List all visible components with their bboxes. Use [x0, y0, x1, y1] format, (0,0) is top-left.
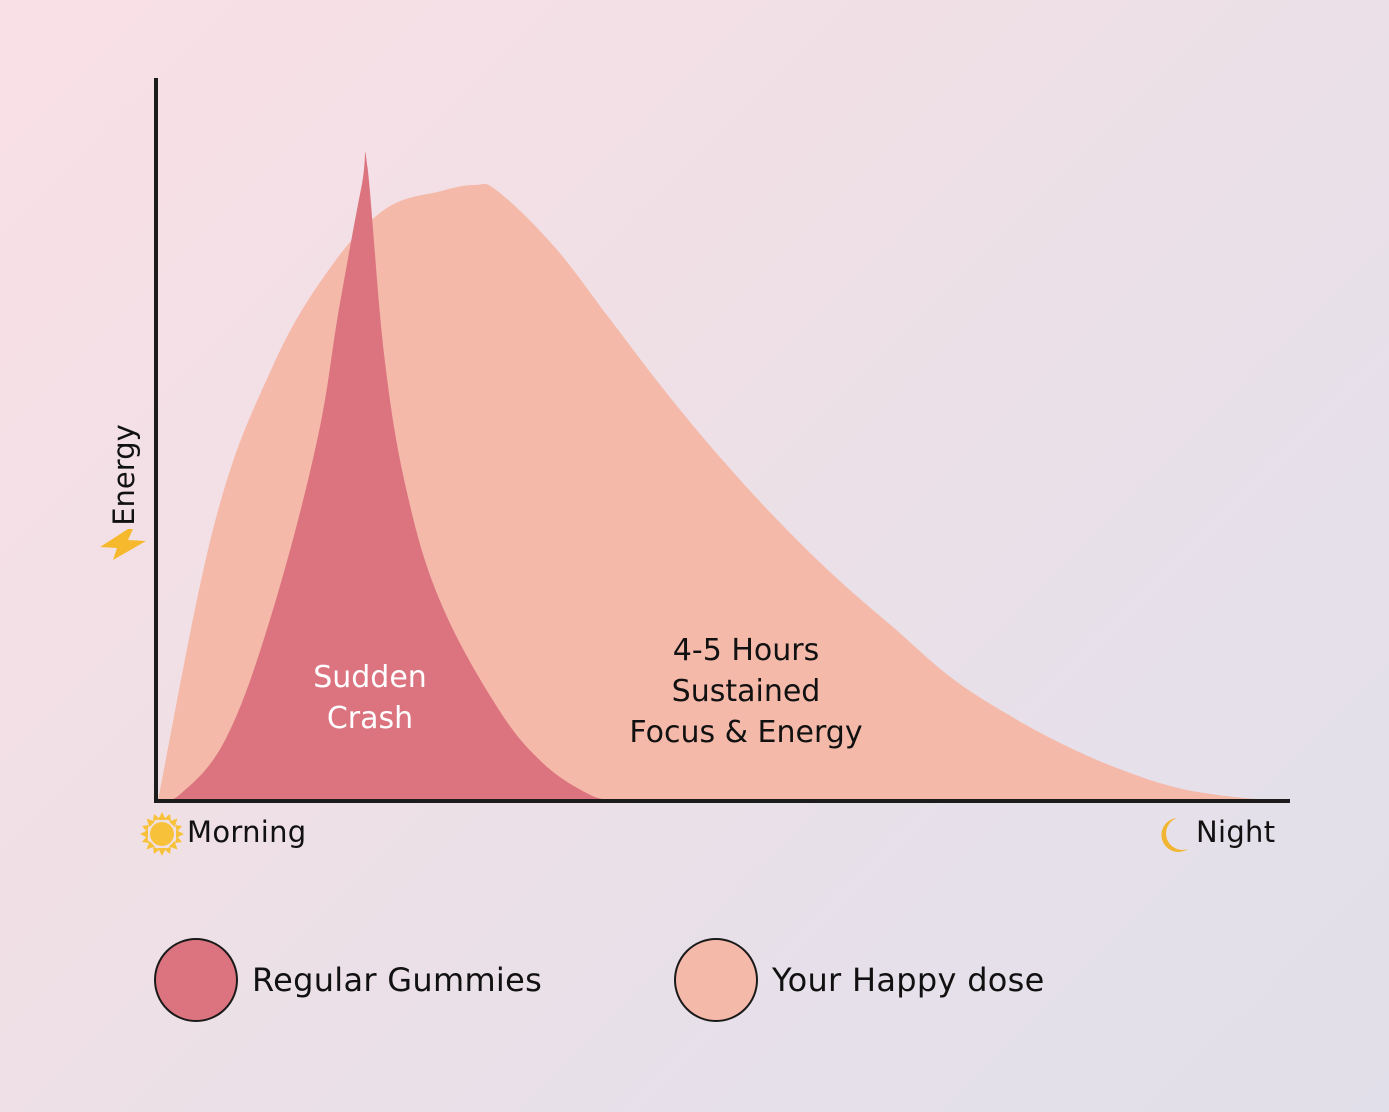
lightning-bolt-icon [100, 529, 146, 560]
regular-gummies-area [158, 151, 611, 801]
sun-icon [140, 812, 184, 856]
legend-swatch-regular-gummies [154, 938, 238, 1022]
x-axis-end-label: Night [1196, 815, 1276, 849]
y-axis-label: Energy [94, 415, 154, 565]
y-axis-label-text: Energy [107, 424, 141, 526]
legend-swatch-happy-dose [674, 938, 758, 1022]
legend-item-regular-gummies: Regular Gummies [154, 936, 542, 1024]
legend-label: Regular Gummies [252, 961, 543, 999]
legend-item-happy-dose: Your Happy dose [674, 936, 1045, 1024]
legend-label: Your Happy dose [772, 961, 1045, 999]
sudden-crash-annotation: Sudden Crash [270, 657, 470, 739]
sustained-energy-annotation: 4-5 Hours Sustained Focus & Energy [596, 630, 896, 753]
annotation-line: Sustained [671, 674, 821, 709]
annotation-line: Sudden [313, 660, 427, 695]
annotation-line: Focus & Energy [629, 715, 863, 750]
x-axis-start-label: Morning [187, 815, 307, 849]
moon-icon [1161, 818, 1188, 852]
annotation-line: Crash [326, 701, 414, 736]
annotation-line: 4-5 Hours [672, 633, 820, 668]
